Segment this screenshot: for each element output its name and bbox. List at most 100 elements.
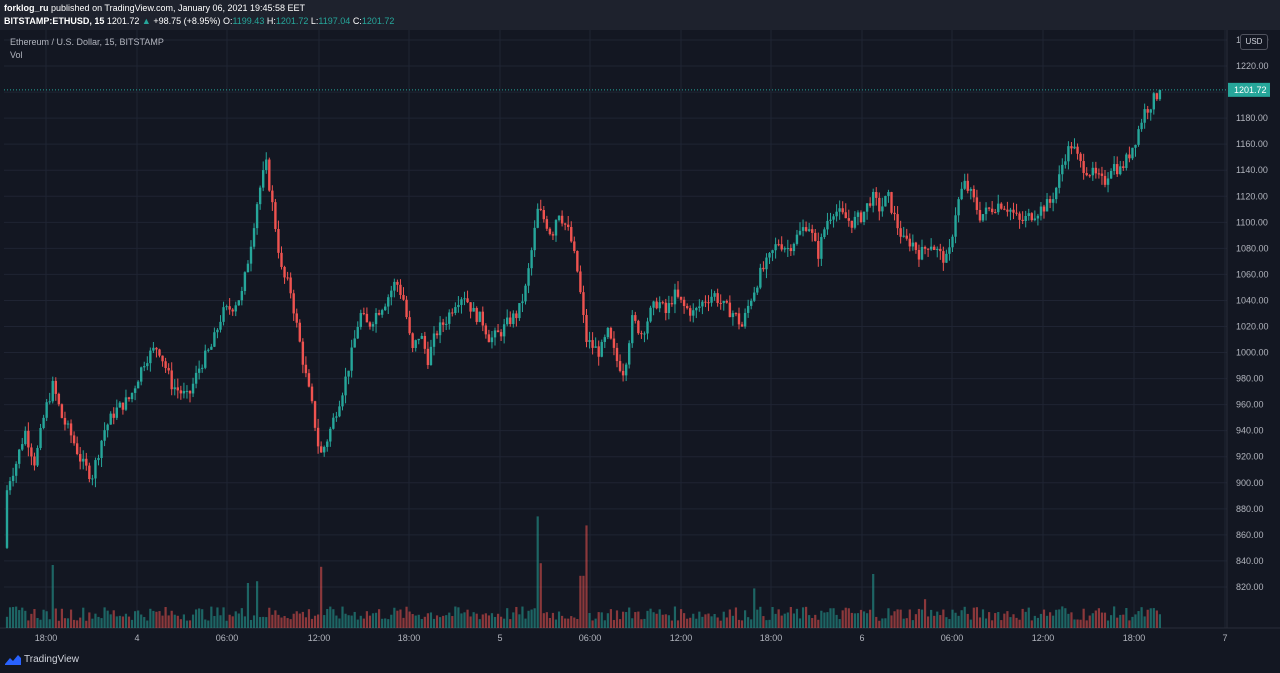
volume-bar (634, 612, 637, 628)
volume-bar (1091, 613, 1094, 628)
candle-body (576, 251, 579, 272)
candle-body (319, 446, 323, 453)
candle-body (685, 305, 689, 309)
volume-bar (887, 608, 890, 628)
candle-body (527, 268, 530, 286)
volume-bar (966, 613, 969, 628)
volume-bar (948, 619, 951, 628)
candle-body (411, 333, 414, 348)
volume-bar (85, 620, 88, 628)
published-text: published on TradingView.com, January 06… (51, 3, 306, 13)
candle-body (585, 315, 588, 342)
price-chart[interactable]: 1240.001220.001180.001160.001140.001120.… (0, 30, 1280, 648)
candle-body (804, 227, 808, 231)
volume-bar (554, 619, 558, 628)
volume-bar (1088, 615, 1091, 628)
volume-bar (844, 607, 847, 628)
volume-bar (527, 610, 530, 628)
candle-body (472, 307, 475, 312)
volume-bar (335, 615, 338, 628)
volume-bar (545, 612, 548, 628)
candle-body (341, 395, 344, 407)
volume-bar (82, 607, 85, 628)
volume-bar (801, 607, 805, 628)
volume-bar (1036, 617, 1039, 628)
candle-body (79, 454, 82, 462)
volume-bar (295, 611, 298, 628)
candle-body (417, 338, 420, 341)
volume-bar (134, 611, 137, 628)
currency-button[interactable]: USD (1240, 34, 1268, 50)
chart-header: forklog_ru published on TradingView.com,… (0, 0, 1280, 30)
volume-bar (185, 620, 189, 628)
volume-bar (1137, 611, 1140, 628)
volume-bar (512, 612, 515, 628)
candle-body (326, 441, 329, 447)
volume-bar (66, 618, 70, 628)
volume-bar (588, 612, 591, 628)
volume-bar (1149, 608, 1152, 628)
candle-body (765, 257, 768, 270)
candle-body (521, 301, 524, 304)
volume-bar (426, 613, 429, 628)
volume-bar (506, 608, 509, 628)
volume-bar (905, 618, 908, 628)
volume-bar (484, 613, 487, 628)
volume-bar (582, 575, 585, 628)
candle-body (213, 332, 216, 347)
volume-bar (45, 611, 48, 628)
volume-bar (1049, 612, 1052, 628)
x-tick-label: 18:00 (760, 633, 783, 643)
candle-body (829, 219, 832, 221)
volume-bar (317, 614, 320, 628)
candle-body (228, 306, 231, 310)
volume-bar (320, 566, 323, 628)
volume-bar (109, 614, 112, 628)
volume-bar (42, 609, 45, 628)
candle-body (1073, 146, 1076, 149)
candle-body (502, 324, 506, 337)
candle-body (54, 380, 57, 394)
candle-body (350, 347, 353, 371)
volume-bar (600, 612, 603, 628)
volume-bar (695, 618, 698, 628)
volume-bar (350, 615, 353, 628)
candle-body (323, 446, 326, 453)
candle-body (670, 303, 674, 305)
candle-body (289, 277, 292, 294)
volume-bar (1030, 620, 1033, 628)
y-tick-label: 1020.00 (1236, 322, 1269, 332)
candle-body (1088, 175, 1091, 177)
candle-body (823, 229, 826, 238)
candle-body (649, 307, 652, 322)
volume-bar (786, 612, 789, 628)
volume-bar (820, 610, 823, 628)
brand-name[interactable]: TradingView (24, 654, 80, 665)
last-price: 1201.72 (106, 16, 140, 26)
candle-body (304, 364, 308, 374)
volume-bar (500, 616, 503, 628)
volume-bar (225, 620, 228, 628)
volume-bar (652, 612, 655, 628)
candle-body (884, 195, 887, 207)
candle-body (48, 401, 51, 403)
volume-bar (917, 608, 921, 628)
volume-bar (814, 614, 817, 628)
candle-body (481, 311, 484, 326)
volume-bar (594, 618, 597, 628)
volume-bar (1125, 607, 1128, 628)
candle-body (136, 381, 140, 389)
volume-bar (384, 618, 387, 628)
candle-body (1042, 206, 1046, 212)
author-name[interactable]: forklog_ru (4, 3, 49, 13)
high-value: 1201.72 (275, 16, 309, 26)
candle-body (963, 180, 966, 189)
candle-body (606, 327, 610, 338)
volume-bar (747, 617, 750, 628)
tradingview-logo-icon[interactable] (4, 654, 22, 666)
volume-bar (439, 617, 442, 628)
candle-body (832, 216, 835, 220)
candle-body (432, 333, 436, 347)
chart-legend: Ethereum / U.S. Dollar, 15, BITSTAMP Vol (10, 37, 164, 63)
candle-body (1079, 153, 1082, 162)
